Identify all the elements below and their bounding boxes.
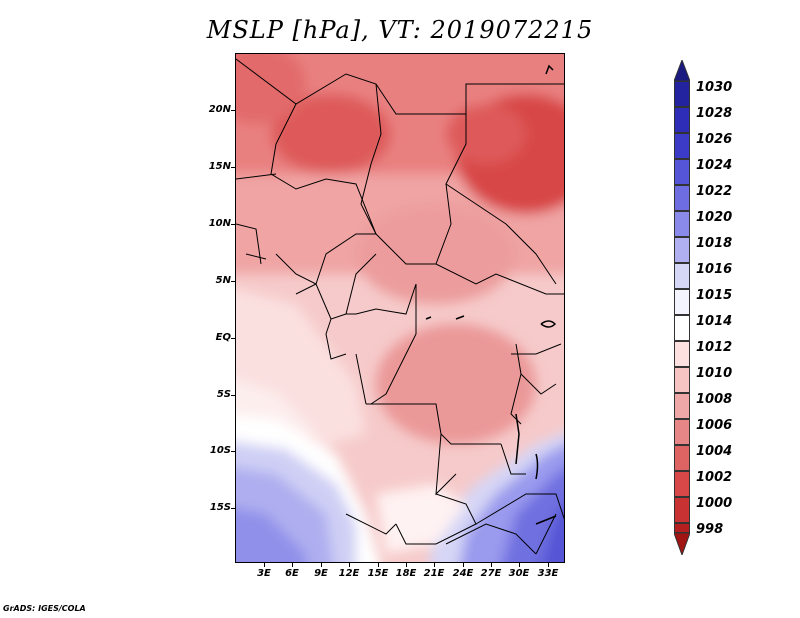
colorbar-swatch bbox=[674, 159, 690, 185]
lat-tick bbox=[231, 281, 235, 282]
lat-label: 10S bbox=[209, 445, 231, 456]
lat-label: 20N bbox=[208, 104, 231, 115]
colorbar-swatch bbox=[674, 107, 690, 133]
colorbar-label: 1015 bbox=[696, 288, 733, 303]
colorbar-label: 1010 bbox=[696, 366, 733, 381]
colorbar-label: 1006 bbox=[696, 418, 733, 433]
lon-label: 9E bbox=[314, 568, 328, 579]
lat-tick bbox=[231, 167, 235, 168]
colorbar-label: 1028 bbox=[696, 106, 733, 121]
pressure-map bbox=[235, 53, 565, 563]
lon-label: 6E bbox=[285, 568, 299, 579]
colorbar-swatch bbox=[674, 315, 690, 341]
colorbar-bottom-arrow bbox=[674, 533, 690, 555]
lat-tick bbox=[231, 508, 235, 509]
lon-label: 21E bbox=[423, 568, 445, 579]
lat-tick bbox=[231, 224, 235, 225]
colorbar-swatch bbox=[674, 81, 690, 107]
colorbar-swatch bbox=[674, 497, 690, 523]
colorbar-swatch bbox=[674, 211, 690, 237]
lon-tick bbox=[378, 563, 379, 567]
lon-tick bbox=[434, 563, 435, 567]
colorbar-label: 998 bbox=[696, 522, 724, 537]
colorbar-swatch bbox=[674, 289, 690, 315]
lon-tick bbox=[491, 563, 492, 567]
colorbar-label: 1030 bbox=[696, 80, 733, 95]
colorbar-swatch bbox=[674, 523, 690, 533]
colorbar-swatch bbox=[674, 185, 690, 211]
lon-tick bbox=[292, 563, 293, 567]
colorbar-label: 1022 bbox=[696, 184, 733, 199]
pressure-field bbox=[236, 54, 564, 562]
lon-tick bbox=[406, 563, 407, 567]
lat-label: EQ bbox=[215, 332, 231, 343]
lat-tick bbox=[231, 338, 235, 339]
lon-tick bbox=[519, 563, 520, 567]
colorbar-label: 1024 bbox=[696, 158, 733, 173]
lon-label: 33E bbox=[537, 568, 559, 579]
lat-label: 5S bbox=[216, 389, 231, 400]
footer-credit: GrADS: IGES/COLA bbox=[3, 604, 86, 613]
colorbar-label: 1004 bbox=[696, 444, 733, 459]
colorbar-label: 1002 bbox=[696, 470, 733, 485]
lon-tick bbox=[548, 563, 549, 567]
lon-tick bbox=[321, 563, 322, 567]
colorbar-swatch bbox=[674, 263, 690, 289]
lon-label: 30E bbox=[508, 568, 530, 579]
colorbar-top-arrow bbox=[674, 60, 690, 81]
colorbar-label: 1026 bbox=[696, 132, 733, 147]
colorbar-label: 1000 bbox=[696, 496, 733, 511]
lat-tick bbox=[231, 395, 235, 396]
lat-tick bbox=[231, 110, 235, 111]
colorbar-label: 1016 bbox=[696, 262, 733, 277]
colorbar-label: 1008 bbox=[696, 392, 733, 407]
colorbar-swatch bbox=[674, 341, 690, 367]
colorbar-swatch bbox=[674, 419, 690, 445]
map-title: MSLP [hPa], VT: 2019072215 bbox=[206, 16, 594, 44]
lon-label: 24E bbox=[452, 568, 474, 579]
lat-label: 15S bbox=[209, 502, 231, 513]
colorbar-label: 1014 bbox=[696, 314, 733, 329]
lon-label: 3E bbox=[257, 568, 271, 579]
lon-label: 12E bbox=[338, 568, 360, 579]
colorbar-swatch bbox=[674, 393, 690, 419]
lon-label: 27E bbox=[480, 568, 502, 579]
lon-tick bbox=[463, 563, 464, 567]
lon-tick bbox=[349, 563, 350, 567]
lat-label: 10N bbox=[208, 218, 231, 229]
colorbar-label: 1018 bbox=[696, 236, 733, 251]
lat-label: 15N bbox=[208, 161, 231, 172]
lon-label: 15E bbox=[367, 568, 389, 579]
lat-tick bbox=[231, 451, 235, 452]
colorbar-swatch bbox=[674, 471, 690, 497]
lat-label: 5N bbox=[215, 275, 231, 286]
colorbar-swatch bbox=[674, 445, 690, 471]
colorbar-swatch bbox=[674, 367, 690, 393]
lon-label: 18E bbox=[395, 568, 417, 579]
colorbar-swatch bbox=[674, 237, 690, 263]
colorbar-label: 1020 bbox=[696, 210, 733, 225]
colorbar-swatch bbox=[674, 133, 690, 159]
lon-tick bbox=[264, 563, 265, 567]
colorbar-label: 1012 bbox=[696, 340, 733, 355]
